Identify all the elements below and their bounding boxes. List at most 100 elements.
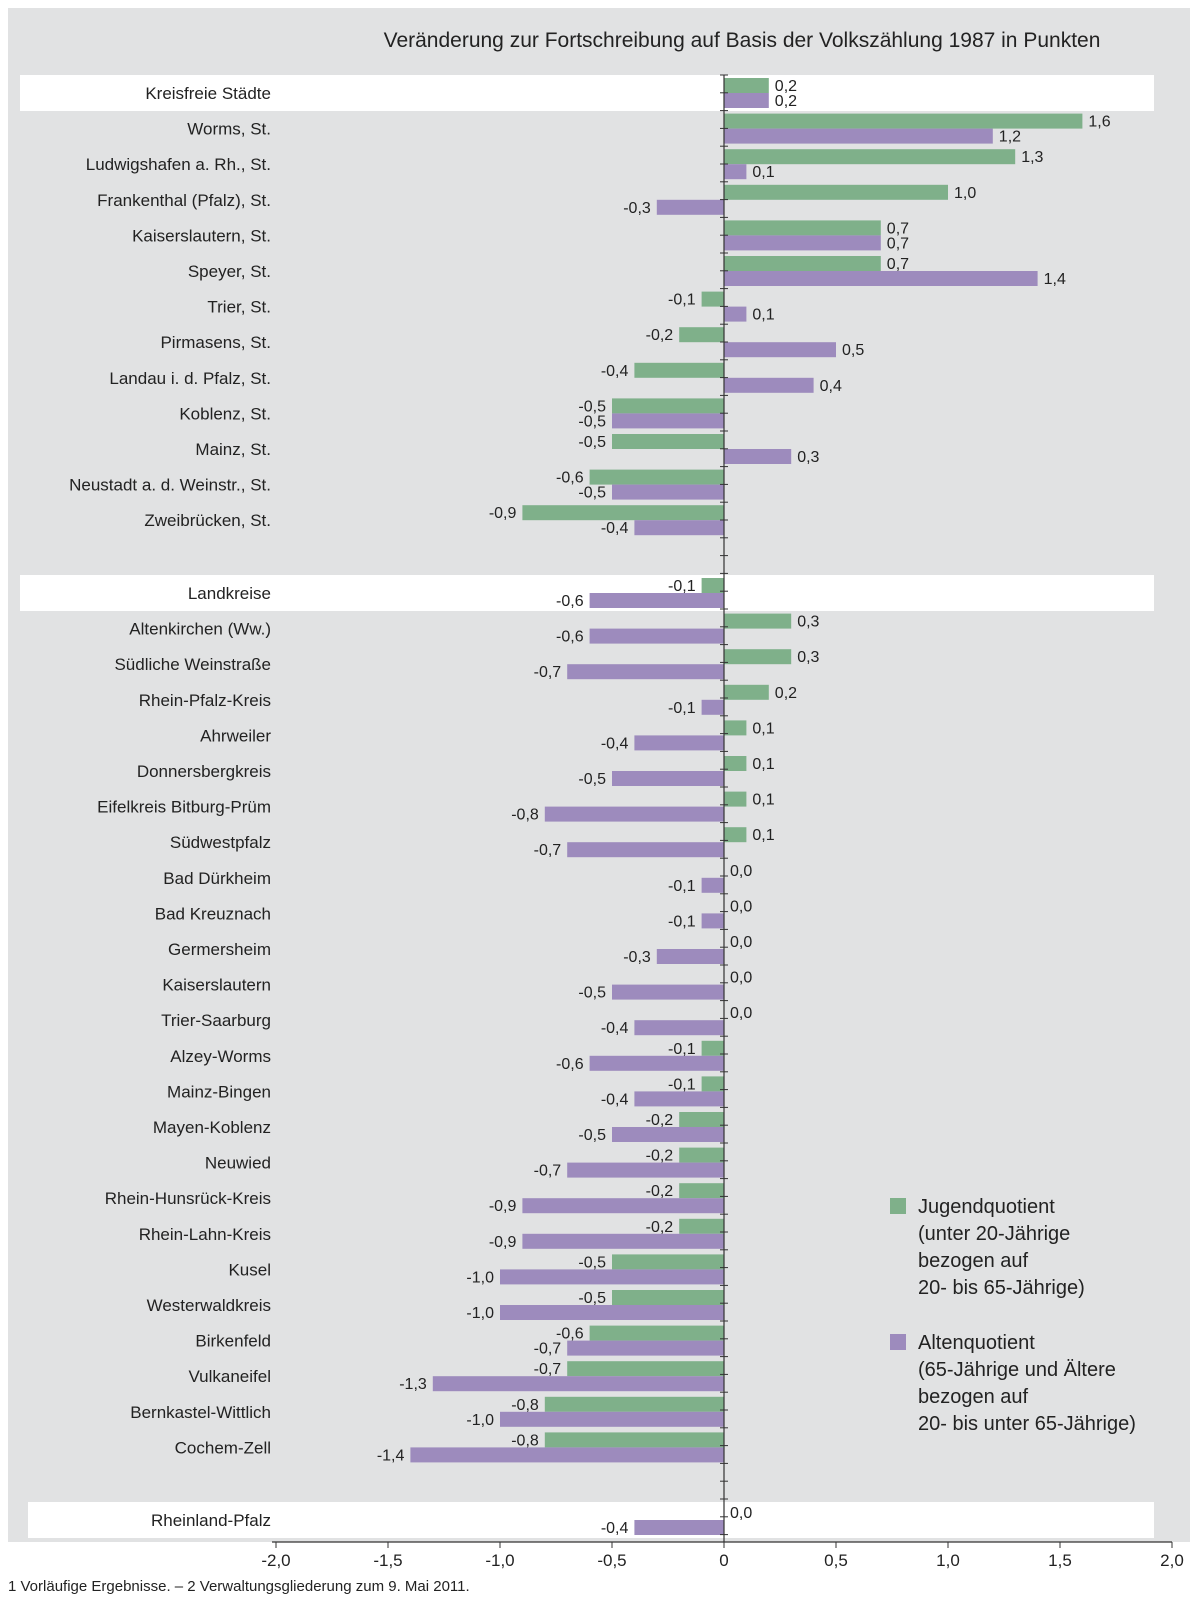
bar-jugendquotient bbox=[612, 398, 724, 414]
category-label: Mainz-Bingen bbox=[167, 1082, 271, 1101]
value-label: -0,5 bbox=[578, 398, 606, 415]
bar-altenquotient bbox=[589, 1055, 724, 1071]
value-label: -0,5 bbox=[578, 985, 606, 1002]
bar-altenquotient bbox=[724, 449, 792, 464]
bar-altenquotient bbox=[567, 664, 724, 680]
value-label: -0,7 bbox=[534, 842, 562, 859]
value-label: 0,1 bbox=[752, 720, 774, 737]
value-label: -0,9 bbox=[489, 1198, 517, 1215]
value-label: -0,6 bbox=[556, 629, 584, 646]
value-label: -0,1 bbox=[668, 700, 696, 717]
bar-altenquotient bbox=[589, 628, 724, 644]
category-label: Neuwied bbox=[205, 1154, 271, 1173]
category-label: Neustadt a. d. Weinstr., St. bbox=[69, 476, 271, 495]
bar-altenquotient bbox=[634, 735, 724, 751]
value-label: -0,4 bbox=[601, 1520, 629, 1537]
bar-jugendquotient bbox=[724, 113, 1083, 129]
bar-altenquotient bbox=[612, 771, 724, 786]
value-label: 0,1 bbox=[752, 307, 774, 324]
value-label: -0,5 bbox=[578, 485, 606, 502]
bar-jugendquotient bbox=[724, 149, 1016, 165]
bar-jugendquotient bbox=[612, 434, 724, 449]
value-label: 0,0 bbox=[730, 898, 752, 915]
legend-altenquotient-text: (65-Jährige und Ältere bbox=[918, 1359, 1116, 1381]
value-label: -1,3 bbox=[399, 1376, 427, 1393]
value-label: 1,2 bbox=[999, 129, 1021, 146]
x-tick-label: 0,5 bbox=[824, 1551, 848, 1570]
x-tick-label: 1,5 bbox=[1048, 1551, 1072, 1570]
value-label: 0,1 bbox=[752, 827, 774, 844]
category-label: Trier-Saarburg bbox=[161, 1011, 271, 1030]
value-label: -0,9 bbox=[489, 505, 517, 522]
bar-altenquotient bbox=[612, 484, 724, 500]
category-label: Altenkirchen (Ww.) bbox=[129, 620, 271, 639]
value-label: -0,1 bbox=[668, 913, 696, 930]
category-label: Alzey-Worms bbox=[170, 1047, 271, 1066]
x-tick-label: 2,0 bbox=[1160, 1551, 1184, 1570]
value-label: 1,3 bbox=[1021, 149, 1043, 166]
bar-jugendquotient bbox=[701, 291, 724, 307]
header-band bbox=[28, 1502, 1154, 1538]
value-label: -0,9 bbox=[489, 1234, 517, 1251]
value-label: -0,4 bbox=[601, 363, 629, 380]
value-label: -1,0 bbox=[466, 1269, 494, 1286]
bar-jugendquotient bbox=[589, 469, 724, 485]
category-label: Koblenz, St. bbox=[179, 404, 271, 423]
category-label: Rhein-Pfalz-Kreis bbox=[139, 691, 271, 710]
category-label: Frankenthal (Pfalz), St. bbox=[97, 191, 271, 210]
bar-jugendquotient bbox=[724, 684, 769, 700]
bar-altenquotient bbox=[634, 1020, 724, 1036]
bar-altenquotient bbox=[500, 1411, 724, 1427]
category-label: Speyer, St. bbox=[188, 262, 271, 281]
bar-altenquotient bbox=[701, 877, 724, 893]
category-label: Mayen-Koblenz bbox=[153, 1118, 271, 1137]
bar-altenquotient bbox=[612, 984, 724, 1000]
bar-altenquotient bbox=[701, 913, 724, 929]
bar-jugendquotient bbox=[612, 1254, 724, 1270]
bar-jugendquotient bbox=[724, 827, 747, 843]
category-label: Ahrweiler bbox=[200, 726, 271, 745]
value-label: -0,5 bbox=[578, 1254, 606, 1271]
value-label: 0,7 bbox=[887, 256, 909, 273]
value-label: 0,0 bbox=[730, 934, 752, 951]
chart-title: Veränderung zur Fortschreibung auf Basis… bbox=[384, 29, 1101, 52]
bar-jugendquotient bbox=[701, 578, 724, 593]
bar-altenquotient bbox=[724, 306, 747, 322]
value-label: 1,4 bbox=[1044, 271, 1066, 288]
bar-altenquotient bbox=[567, 1340, 724, 1356]
value-label: -0,1 bbox=[668, 1076, 696, 1093]
category-label: Rhein-Hunsrück-Kreis bbox=[105, 1189, 271, 1208]
value-label: -1,4 bbox=[377, 1447, 405, 1464]
category-label: Cochem-Zell bbox=[175, 1438, 271, 1457]
bar-altenquotient bbox=[656, 199, 724, 215]
value-label: -0,4 bbox=[601, 735, 629, 752]
value-label: -0,6 bbox=[556, 593, 584, 610]
category-label: Westerwaldkreis bbox=[147, 1296, 271, 1315]
header-band bbox=[20, 575, 1154, 611]
value-label: -0,4 bbox=[601, 1091, 629, 1108]
bar-jugendquotient bbox=[724, 791, 747, 807]
legend-altenquotient-text: Altenquotient bbox=[918, 1332, 1035, 1354]
value-label: -0,7 bbox=[534, 664, 562, 681]
bar-jugendquotient bbox=[724, 756, 747, 771]
category-label: Eifelkreis Bitburg-Prüm bbox=[97, 798, 271, 817]
value-label: 0,2 bbox=[775, 78, 797, 95]
legend-jugendquotient-text: Jugendquotient bbox=[918, 1196, 1055, 1218]
bar-altenquotient bbox=[724, 342, 836, 358]
x-tick-label: -1,0 bbox=[485, 1551, 514, 1570]
value-label: -0,5 bbox=[578, 1127, 606, 1144]
category-label: Bad Kreuznach bbox=[155, 904, 271, 923]
bar-jugendquotient bbox=[724, 613, 792, 629]
value-label: 1,6 bbox=[1088, 114, 1110, 131]
bar-altenquotient bbox=[701, 699, 724, 715]
value-label: -0,5 bbox=[578, 1290, 606, 1307]
value-label: -0,1 bbox=[668, 578, 696, 595]
legend-altenquotient-swatch bbox=[890, 1334, 906, 1350]
category-label: Donnersbergkreis bbox=[137, 762, 271, 781]
bar-jugendquotient bbox=[724, 220, 881, 236]
legend-jugendquotient-swatch bbox=[890, 1198, 906, 1214]
category-header-label: Landkreise bbox=[188, 584, 271, 603]
legend-jugendquotient-text: 20- bis 65-Jährige) bbox=[918, 1277, 1085, 1299]
